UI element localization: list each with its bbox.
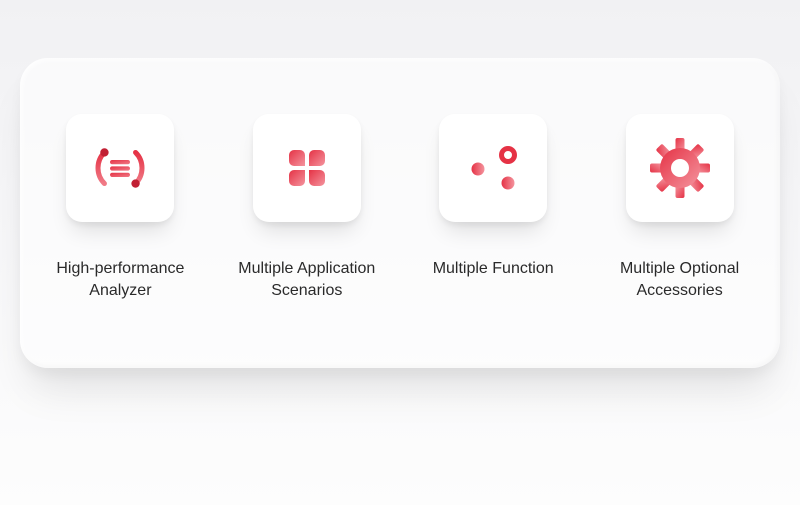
feature-tile — [66, 114, 174, 222]
feature-tile — [626, 114, 734, 222]
feature-row: High-performance Analyzer — [20, 114, 780, 301]
scenarios-icon — [277, 138, 337, 198]
feature-label: Multiple Optional Accessories — [594, 258, 766, 301]
feature-item: Multiple Function — [407, 114, 579, 280]
feature-tile — [253, 114, 361, 222]
analyzer-icon — [88, 136, 152, 200]
feature-label: Multiple Function — [433, 258, 554, 280]
function-icon — [462, 137, 524, 199]
feature-item: Multiple Application Scenarios — [221, 114, 393, 301]
accessories-icon — [648, 136, 712, 200]
feature-tile — [439, 114, 547, 222]
feature-panel: High-performance Analyzer — [20, 58, 780, 368]
feature-label: Multiple Application Scenarios — [221, 258, 393, 301]
feature-item: High-performance Analyzer — [34, 114, 206, 301]
feature-item: Multiple Optional Accessories — [594, 114, 766, 301]
feature-label: High-performance Analyzer — [34, 258, 206, 301]
